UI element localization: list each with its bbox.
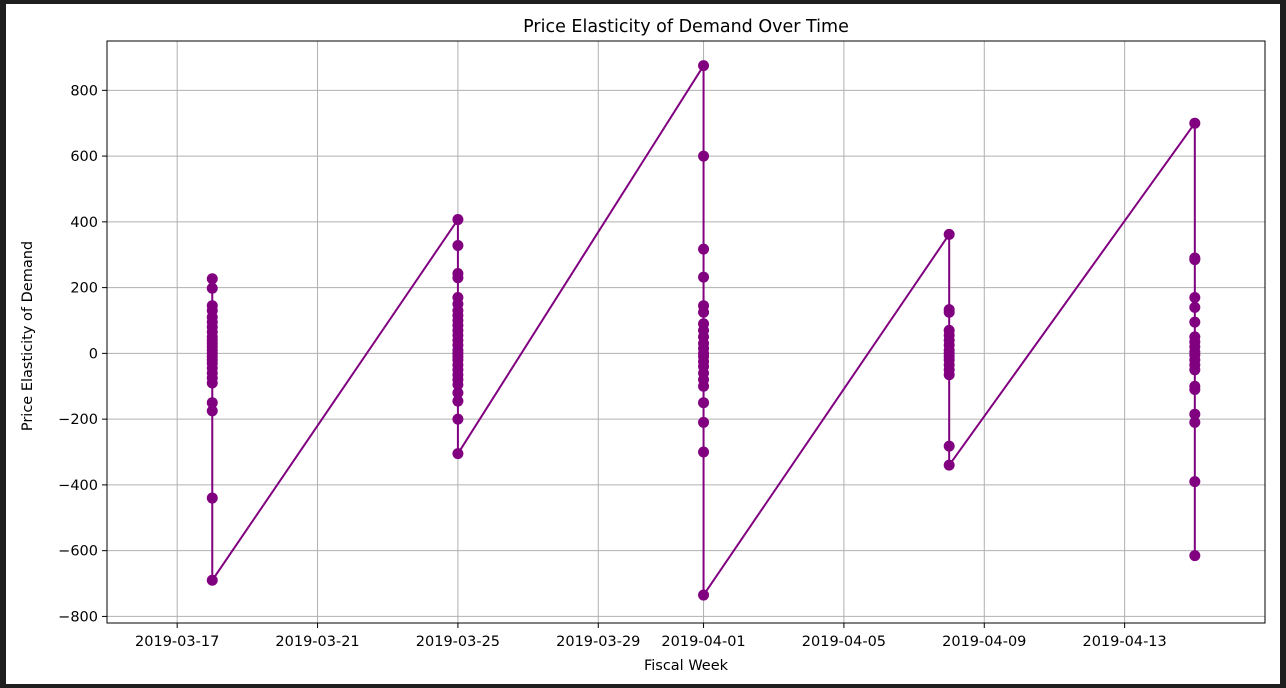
data-point: [206, 397, 218, 409]
chart-title: Price Elasticity of Demand Over Time: [523, 17, 849, 37]
x-tick-label: 2019-03-29: [556, 634, 640, 650]
data-point: [943, 369, 955, 381]
y-tick-label: 0: [89, 346, 98, 362]
chart-svg: Price Elasticity of Demand Over Time 201…: [20, 17, 1266, 674]
data-point: [1189, 254, 1201, 266]
y-tick-label: −600: [58, 544, 98, 560]
data-point: [943, 306, 955, 318]
y-tick-label: 800: [70, 83, 98, 99]
data-point: [1189, 364, 1201, 376]
y-tick-label: −800: [58, 609, 98, 625]
x-axis-ticks: 2019-03-17 2019-03-21 2019-03-25 2019-03-29…: [135, 623, 1167, 650]
data-point: [943, 459, 955, 471]
x-axis-label: Fiscal Week: [644, 658, 729, 674]
data-point: [452, 413, 464, 425]
data-point: [452, 214, 464, 226]
y-axis-label: Price Elasticity of Demand: [20, 241, 36, 431]
y-tick-label: 400: [70, 215, 98, 231]
data-point: [1189, 416, 1201, 428]
data-point: [698, 380, 710, 392]
x-tick-label: 2019-03-21: [275, 634, 359, 650]
data-point: [943, 440, 955, 452]
data-point: [1189, 117, 1201, 129]
data-point: [452, 379, 464, 391]
data-point: [206, 405, 218, 417]
y-tick-label: −400: [58, 478, 98, 494]
chart-figure: Price Elasticity of Demand Over Time 201…: [6, 4, 1280, 684]
data-point: [206, 492, 218, 504]
x-tick-label: 2019-04-13: [1082, 634, 1166, 650]
y-axis-ticks: −800 −600 −400 −200 0 200 400 600 800: [58, 83, 107, 625]
x-tick-label: 2019-03-25: [416, 634, 500, 650]
data-point: [452, 387, 464, 399]
data-point: [698, 60, 710, 72]
x-tick-label: 2019-03-17: [135, 634, 219, 650]
plot-series: [206, 60, 1201, 601]
data-point: [698, 416, 710, 428]
data-point: [1189, 550, 1201, 562]
data-point: [1189, 291, 1201, 303]
y-tick-label: 600: [70, 149, 98, 165]
x-tick-label: 2019-04-09: [942, 634, 1026, 650]
y-tick-label: 200: [70, 281, 98, 297]
x-tick-label: 2019-04-05: [802, 634, 886, 650]
data-point: [698, 243, 710, 255]
data-point: [1189, 408, 1201, 420]
data-point: [698, 306, 710, 318]
data-point: [698, 446, 710, 458]
y-tick-label: −200: [58, 412, 98, 428]
data-point: [206, 273, 218, 285]
data-point: [206, 377, 218, 389]
plot-area-frame: [106, 40, 1266, 624]
data-point: [1189, 301, 1201, 313]
x-tick-label: 2019-04-01: [661, 634, 745, 650]
data-point: [452, 272, 464, 284]
data-point: [206, 282, 218, 294]
data-point: [1189, 384, 1201, 396]
data-point: [452, 240, 464, 252]
data-point: [698, 150, 710, 162]
data-point: [1189, 316, 1201, 328]
grid-lines: [107, 41, 1265, 623]
data-point: [452, 395, 464, 407]
data-point: [698, 589, 710, 601]
data-point: [206, 574, 218, 586]
data-point: [1189, 476, 1201, 488]
data-point: [943, 228, 955, 240]
data-point: [698, 397, 710, 409]
data-point: [452, 448, 464, 460]
data-point: [698, 271, 710, 283]
